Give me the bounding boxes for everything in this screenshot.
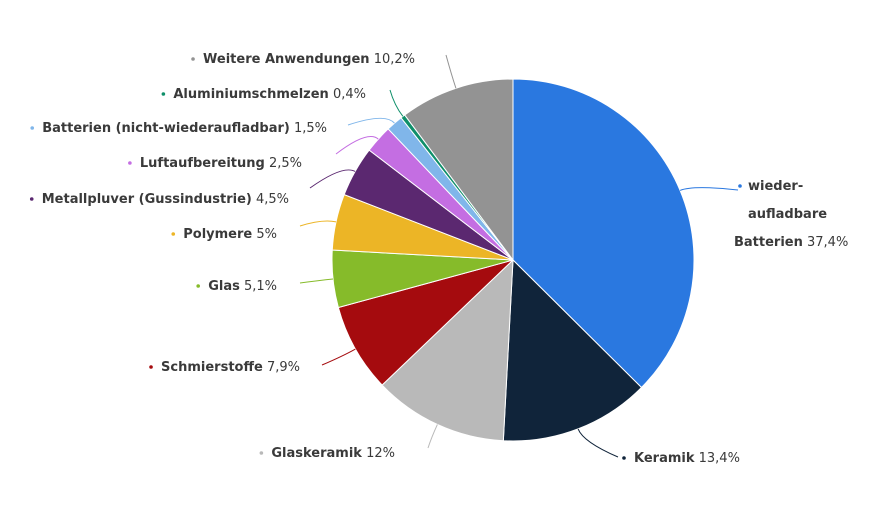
- pie-slices: [331, 78, 695, 442]
- slice-label: Aluminiumschmelzen 0,4%: [173, 87, 366, 102]
- slice-label: Luftaufbereitung 2,5%: [140, 156, 302, 171]
- leader-line: [299, 278, 334, 284]
- slice-label: Batterien 37,4%: [734, 235, 848, 250]
- leader-line: [679, 187, 739, 191]
- pie-slice[interactable]: [502, 258, 643, 442]
- slice-label: Batterien (nicht-wiederaufladbar) 1,5%: [42, 121, 327, 136]
- leader-line: [445, 54, 457, 89]
- pie-slice[interactable]: [381, 258, 514, 442]
- slice-label: Polymere 5%: [183, 227, 277, 242]
- slice-label: Weitere Anwendungen 10,2%: [203, 52, 415, 67]
- pie-slice[interactable]: [403, 78, 514, 262]
- slice-label: aufladbare: [748, 207, 827, 222]
- slice-label: Glas 5,1%: [208, 279, 277, 294]
- leader-line: [309, 169, 356, 189]
- legend-dot: [259, 451, 264, 455]
- legend-dot: [738, 184, 742, 188]
- legend-dot: [161, 92, 166, 96]
- slice-label: Glaskeramik 12%: [271, 446, 395, 461]
- legend-dot: [191, 57, 195, 61]
- pie-slice[interactable]: [512, 78, 695, 389]
- leader-line: [577, 428, 619, 458]
- slice-label: Metallpluver (Gussindustrie) 4,5%: [42, 192, 289, 207]
- slice-labels: wieder-aufladbare Batterien 37,4% Keramik …: [29, 52, 848, 466]
- slice-label: Schmierstoffe 7,9%: [161, 360, 300, 375]
- leader-line: [389, 89, 404, 117]
- leader-line: [299, 220, 337, 227]
- leader-line: [335, 136, 379, 155]
- slice-label: Keramik 13,4%: [634, 451, 740, 466]
- legend-dot: [171, 232, 176, 236]
- pie-slice[interactable]: [337, 259, 514, 386]
- legend-dot: [128, 161, 132, 165]
- leader-line: [347, 117, 395, 126]
- leader-line: [321, 348, 356, 366]
- legend-dot: [29, 197, 34, 201]
- legend-dot: [622, 456, 626, 460]
- slice-label: wieder-: [748, 179, 803, 194]
- leader-lines: [299, 54, 739, 458]
- leader-line: [427, 424, 438, 449]
- legend-dot: [196, 284, 200, 288]
- legend-dot: [149, 365, 153, 369]
- legend-dot: [30, 126, 35, 130]
